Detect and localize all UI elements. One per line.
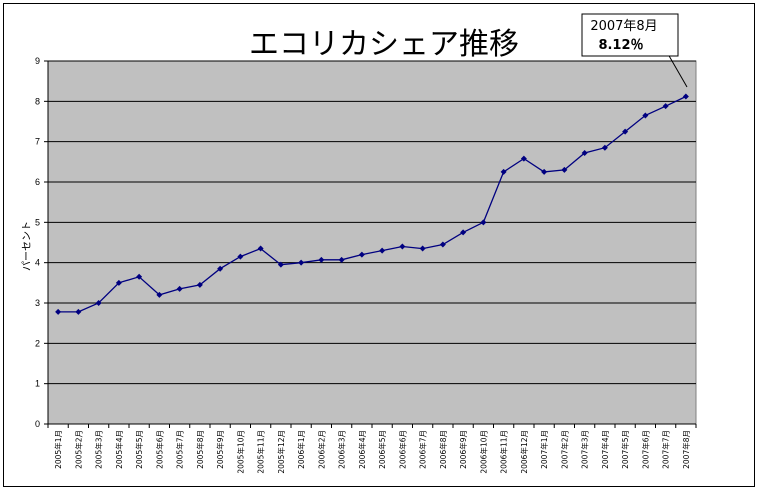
x-tick-label: 2005年2月 <box>73 430 83 469</box>
x-tick-label: 2005年6月 <box>154 430 164 469</box>
data-point <box>561 166 568 173</box>
data-point <box>115 279 122 286</box>
chart-title: エコリカシェア推移 <box>249 27 519 62</box>
data-point <box>298 259 305 266</box>
data-point <box>541 168 548 175</box>
x-tick-label: 2006年9月 <box>458 430 468 469</box>
y-tick-label: 4 <box>35 258 40 268</box>
x-tick-label: 2006年7月 <box>418 430 428 469</box>
x-tick-label: 2007年7月 <box>661 430 671 469</box>
x-tick-label: 2006年10月 <box>478 430 488 474</box>
data-point <box>439 241 446 248</box>
data-point <box>682 93 689 100</box>
y-tick-label: 3 <box>35 298 40 308</box>
y-tick-label: 5 <box>35 217 40 227</box>
data-point <box>520 155 527 162</box>
data-point <box>176 285 183 292</box>
data-point <box>95 300 102 306</box>
data-point <box>136 273 143 280</box>
x-tick-label: 2005年3月 <box>94 430 104 469</box>
callout-leader <box>667 53 688 88</box>
callout-value: 8.12％ <box>598 38 643 53</box>
y-tick-label: 1 <box>35 379 40 389</box>
y-tick-label: 9 <box>35 56 40 66</box>
y-tick-label: 2 <box>35 338 40 348</box>
y-tick-label: 0 <box>35 419 40 429</box>
callout-annotation: 2007年8月 8.12％ <box>581 13 688 88</box>
data-point <box>358 251 365 258</box>
chart-frame: エコリカシェア推移 パーセント 0 1 2 3 4 5 6 7 8 9 2005年1月 2005年2月… <box>3 3 755 487</box>
x-tick-label: 2005年11月 <box>256 430 266 474</box>
y-tick-label: 6 <box>35 177 40 187</box>
data-point <box>642 112 649 119</box>
x-tick-label: 2007年6月 <box>640 430 650 469</box>
data-point <box>500 168 507 175</box>
data-point <box>460 229 467 236</box>
x-tick-label: 2005年9月 <box>215 430 225 469</box>
x-tick-label: 2006年2月 <box>316 430 326 469</box>
x-tick-label: 2005年12月 <box>276 430 286 474</box>
line-chart: エコリカシェア推移 パーセント 0 1 2 3 4 5 6 7 8 9 2005年1月 2005年2月… <box>21 13 697 474</box>
x-tick-label: 2007年3月 <box>580 430 590 469</box>
callout-date: 2007年8月 <box>590 19 657 34</box>
x-tick-label: 2006年4月 <box>357 430 367 469</box>
x-tick-label: 2005年7月 <box>175 430 185 469</box>
data-point <box>662 103 669 110</box>
x-tick-label: 2005年8月 <box>195 430 205 469</box>
x-tick-label: 2006年3月 <box>337 430 347 469</box>
data-point <box>257 245 264 252</box>
data-point <box>399 243 406 250</box>
data-point <box>601 144 608 151</box>
data-point <box>622 128 629 135</box>
x-tick-label: 2005年5月 <box>134 430 144 469</box>
x-tick-label: 2007年5月 <box>620 430 630 469</box>
x-tick-label: 2007年2月 <box>559 430 569 469</box>
x-tick-label: 2007年1月 <box>539 430 549 469</box>
data-point <box>379 247 386 254</box>
data-point <box>318 256 325 263</box>
x-tick-label: 2006年8月 <box>438 430 448 469</box>
data-point <box>217 265 224 272</box>
y-axis-label: パーセント <box>21 221 33 271</box>
x-tick-label: 2005年4月 <box>114 430 124 469</box>
callout-box <box>581 13 679 57</box>
x-tick-label: 2006年6月 <box>397 430 407 469</box>
data-point <box>237 253 244 260</box>
series-line <box>58 95 687 313</box>
x-tick-label: 2005年10月 <box>235 430 245 474</box>
data-point <box>75 308 82 315</box>
x-tick-label: 2005年1月 <box>53 430 63 469</box>
data-point <box>581 149 588 156</box>
data-point <box>338 256 345 263</box>
data-point <box>196 281 203 288</box>
y-tick-label: 7 <box>35 137 40 147</box>
x-tick-label: 2006年11月 <box>499 430 509 474</box>
x-tick-label: 2006年5月 <box>377 430 387 469</box>
data-point <box>55 308 62 315</box>
x-tick-label: 2006年12月 <box>519 430 529 474</box>
data-point <box>156 291 163 298</box>
x-tick-label: 2006年1月 <box>296 430 306 469</box>
y-tick-label: 8 <box>35 96 40 106</box>
x-tick-label: 2007年4月 <box>600 430 610 469</box>
data-point <box>419 245 426 252</box>
data-point <box>480 219 487 226</box>
data-point <box>277 261 284 268</box>
x-tick-label: 2007年8月 <box>681 430 691 469</box>
plot-area <box>47 60 697 425</box>
